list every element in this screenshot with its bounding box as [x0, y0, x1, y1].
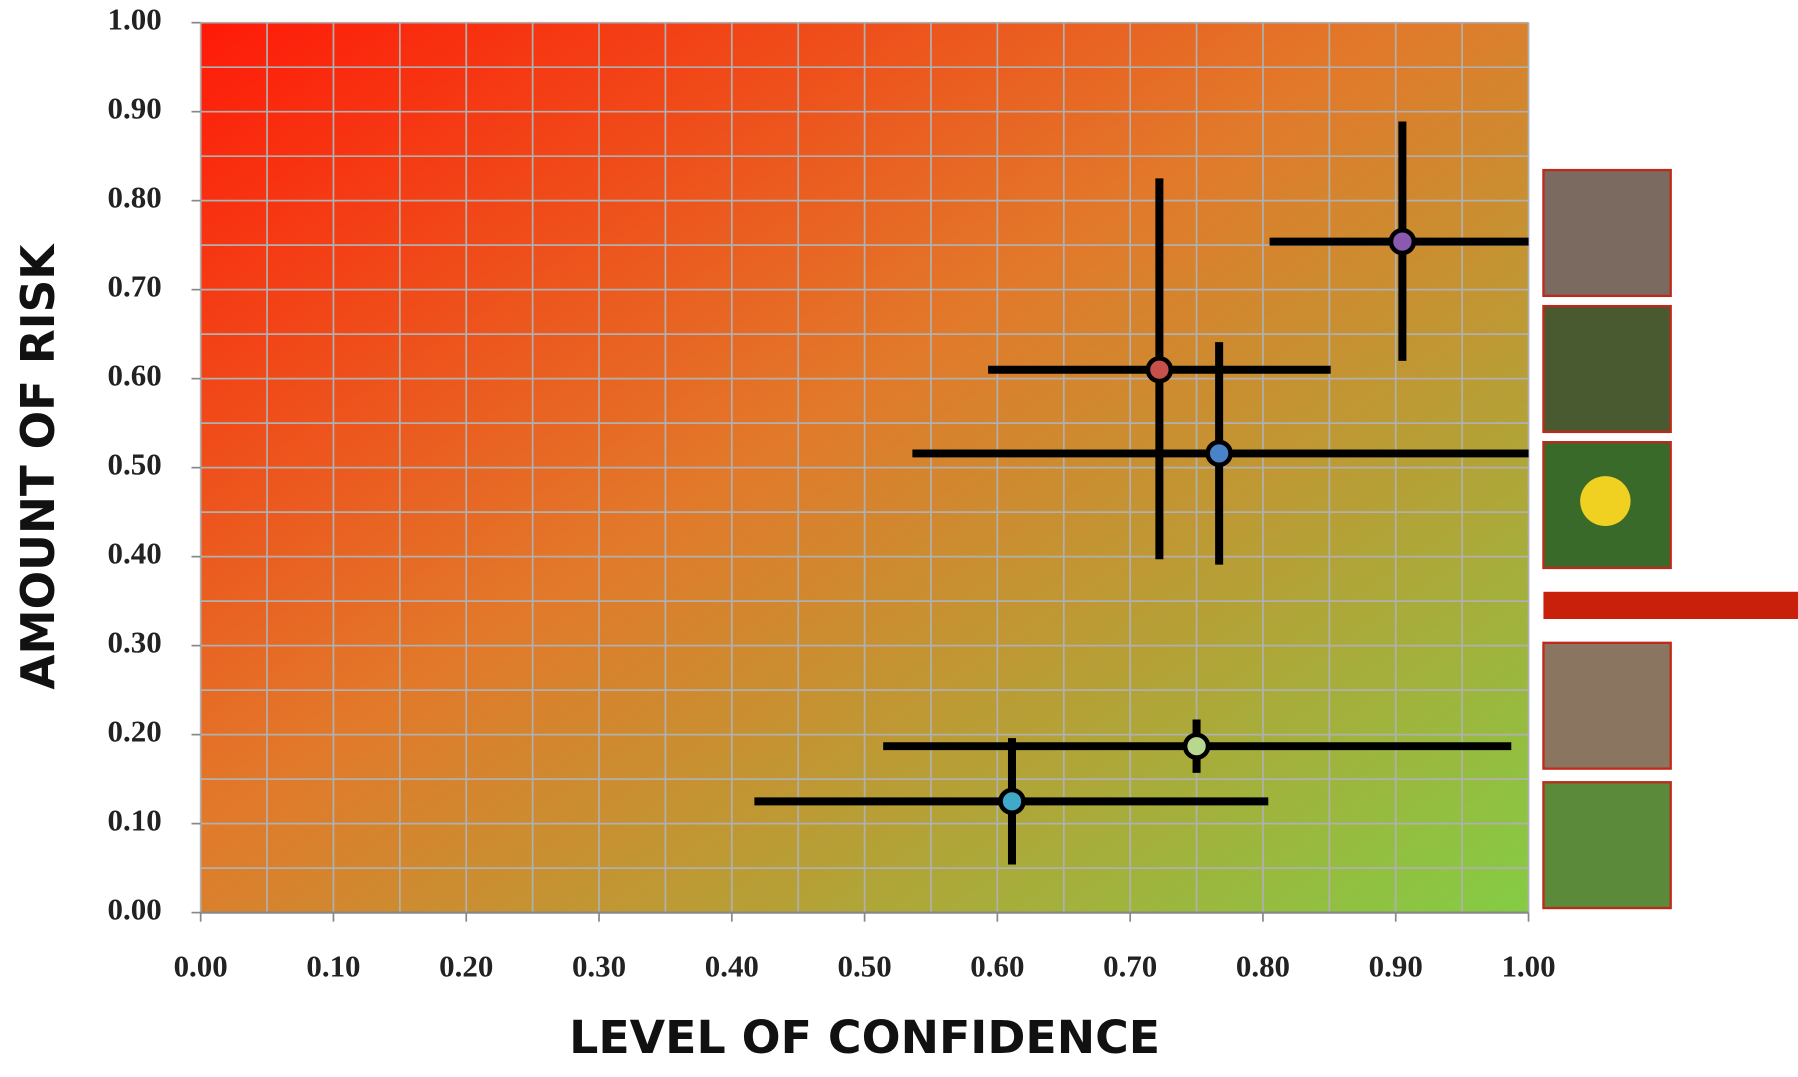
x-tick-label: 0.10: [306, 949, 360, 983]
y-tick-label: 0.20: [108, 715, 162, 749]
x-tick-label: 0.60: [970, 949, 1024, 983]
y-tick-label: 0.40: [108, 537, 162, 571]
y-tick-label: 0.80: [108, 181, 162, 215]
species-photo-frog: [1543, 306, 1670, 432]
species-photo-crayfish: [1543, 170, 1670, 296]
species-photo-raccoon-dog: [1543, 643, 1670, 769]
point: [1185, 735, 1208, 758]
x-tick-label: 0.20: [439, 949, 493, 983]
point: [1391, 230, 1414, 253]
y-tick-label: 0.00: [108, 893, 162, 927]
y-tick-label: 0.90: [108, 92, 162, 126]
flower-icon: [1580, 476, 1630, 526]
point: [1148, 358, 1171, 381]
point: [1208, 442, 1231, 465]
x-tick-label: 0.00: [174, 949, 228, 983]
x-tick-label: 0.90: [1369, 949, 1423, 983]
x-tick-label: 1.00: [1501, 949, 1555, 983]
point: [1001, 790, 1024, 813]
y-tick-label: 1.00: [108, 3, 162, 37]
x-axis-title: LEVEL OF CONFIDENCE: [569, 1011, 1160, 1064]
y-tick-label: 0.50: [108, 448, 162, 482]
x-tick-label: 0.30: [572, 949, 626, 983]
x-tick-label: 0.70: [1103, 949, 1157, 983]
y-tick-label: 0.30: [108, 626, 162, 660]
y-tick-label: 0.70: [108, 270, 162, 304]
y-axis-title: AMOUNT OF RISK: [12, 243, 65, 690]
threshold-bar: [1543, 592, 1798, 619]
species-photo-ibis: [1543, 782, 1670, 908]
page: {"chart_data": {"type": "scatter", "x_la…: [0, 0, 1798, 1077]
x-tick-label: 0.50: [838, 949, 892, 983]
x-tick-label: 0.80: [1236, 949, 1290, 983]
y-tick-label: 0.60: [108, 359, 162, 393]
chart: LEVEL OF CONFIDENCE AMOUNT OF RISK 0.00 0…: [0, 0, 1798, 1077]
x-tick-label: 0.40: [705, 949, 759, 983]
y-tick-label: 0.10: [108, 804, 162, 838]
